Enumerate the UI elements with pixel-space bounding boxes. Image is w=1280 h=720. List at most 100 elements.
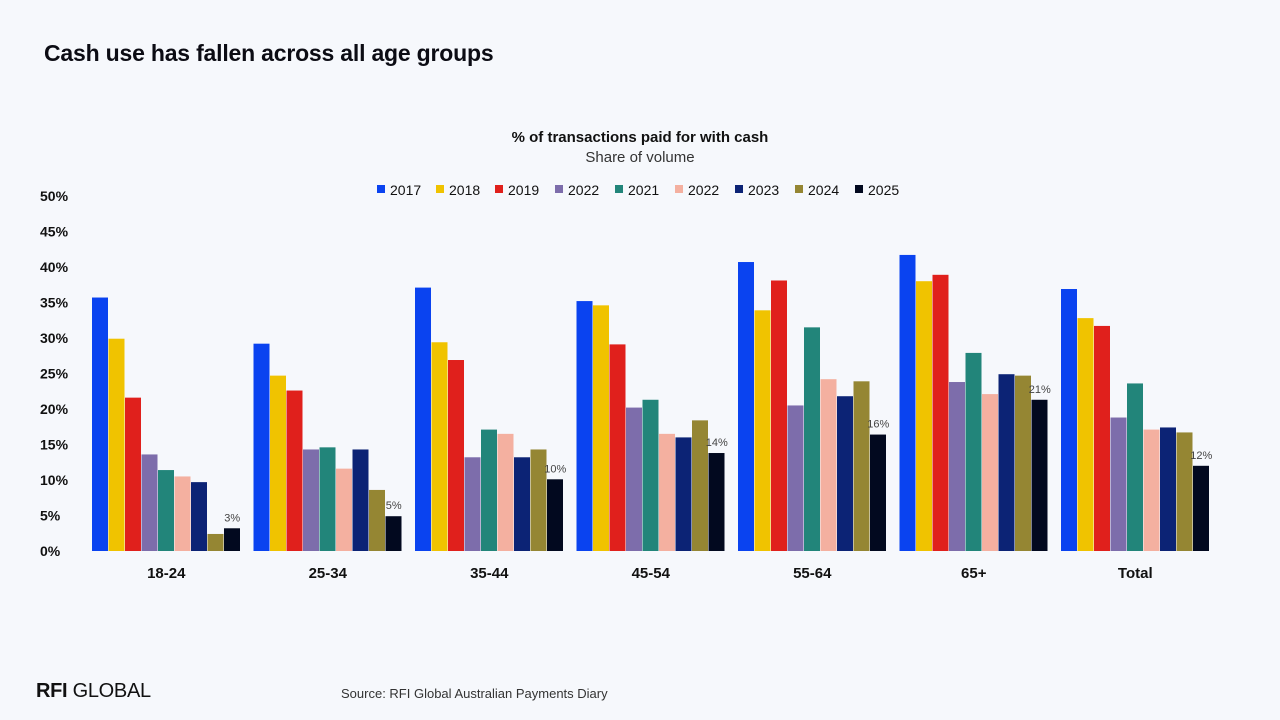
bar [369,489,385,551]
bar [1031,399,1048,551]
legend-item: 2018 [436,182,480,198]
bar [820,379,837,551]
bar [158,470,174,551]
data-label: 21% [1029,384,1051,396]
bar [448,360,464,551]
data-label: 14% [706,437,728,449]
legend-swatch [795,185,803,193]
y-tick-label: 5% [40,508,61,524]
bar [497,433,514,551]
data-label: 3% [224,512,240,524]
bar [1127,383,1143,551]
legend-item: 2021 [615,182,659,198]
bar [659,433,675,551]
bar-group [576,301,725,551]
chart-subtitle: Share of volume [585,149,695,166]
x-category-label: 45-54 [632,565,671,582]
y-tick-label: 40% [40,259,69,275]
brand-logo-rest: GLOBAL [72,680,152,702]
legend-swatch [615,185,623,193]
legend-swatch [735,185,743,193]
bar-group [899,254,1048,551]
bar [1061,289,1077,551]
bar [224,528,240,551]
data-label: 12% [1190,450,1212,462]
bar-group [738,262,886,551]
bar [1110,417,1127,551]
bar [738,262,754,551]
bar [415,287,431,551]
y-tick-label: 15% [40,437,69,453]
bar [303,449,319,551]
y-tick-label: 30% [40,330,69,346]
legend-label: 2017 [390,182,421,198]
bar [1143,429,1160,551]
legend-label: 2021 [628,182,659,198]
x-category-label: 35-44 [470,565,509,582]
bar [787,405,804,551]
bar [626,407,642,551]
bar [949,382,965,551]
bar-group [92,297,240,551]
bar [870,434,886,551]
x-category-label: 18-24 [147,565,186,582]
bar [754,310,771,551]
legend-item: 2022 [675,182,719,198]
bar [708,453,725,551]
bar [92,297,108,551]
data-label: 16% [867,419,889,431]
bar [547,479,563,551]
x-category-label: Total [1118,565,1153,582]
bar [1176,432,1193,551]
bar [174,476,191,551]
bar [982,394,998,551]
bar [336,468,352,551]
bar [514,457,530,551]
bar [899,254,916,551]
legend-swatch [436,185,444,193]
bar [141,454,158,551]
bar [593,305,609,551]
bar [998,374,1015,551]
legend-swatch [555,185,563,193]
bar [530,449,547,551]
legend-item: 2024 [795,182,839,198]
bar [191,482,207,551]
x-category-label: 65+ [961,565,987,582]
bar [916,281,932,551]
y-tick-label: 10% [40,472,69,488]
bar [125,397,141,551]
bar [481,429,497,551]
bar [837,396,853,551]
brand-logo: RFI GLOBAL [36,680,151,703]
bar [270,375,286,551]
brand-logo-bold: RFI [36,680,68,702]
legend-item: 2022 [555,182,599,198]
bar [576,301,593,551]
bar [253,343,270,551]
legend-item: 2023 [735,182,779,198]
legend-label: 2018 [449,182,480,198]
data-label: 5% [386,500,402,512]
legend-item: 2025 [855,182,899,198]
bar [675,437,692,551]
bar [853,381,870,551]
bar [965,352,982,551]
legend-swatch [377,185,385,193]
legend-swatch [855,185,863,193]
chart-title: % of transactions paid for with cash [511,129,769,146]
bar-group [415,287,563,551]
legend-item: 2017 [377,182,421,198]
y-tick-label: 25% [40,366,69,382]
legend-item: 2019 [495,182,539,198]
bar [932,274,949,551]
bar [1015,375,1031,551]
y-tick-label: 0% [40,543,61,559]
legend-label: 2022 [688,182,719,198]
bar-group [1061,289,1209,551]
page-title: Cash use has fallen across all age group… [44,40,494,66]
bar [1160,427,1176,551]
bar [1077,318,1094,551]
data-label: 10% [544,463,566,475]
